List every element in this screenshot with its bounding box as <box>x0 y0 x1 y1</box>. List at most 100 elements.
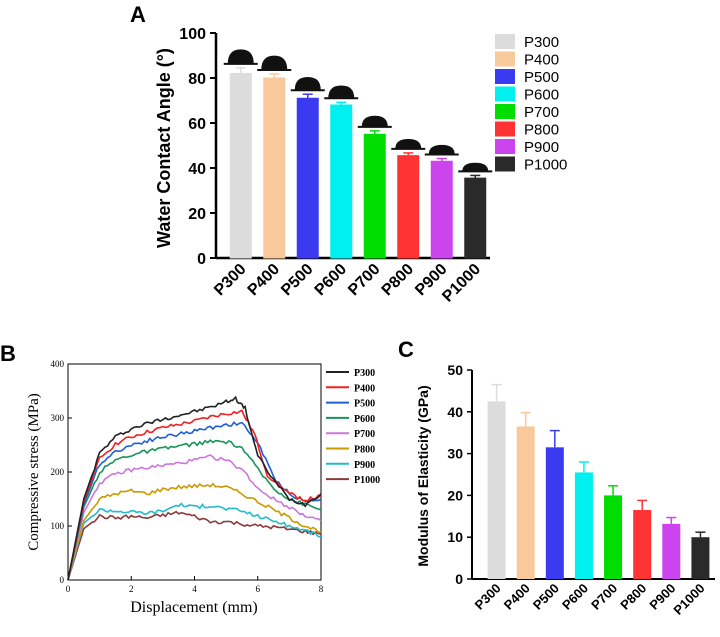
bar <box>633 510 652 579</box>
legend-label: P300 <box>354 368 375 379</box>
series-line <box>67 439 322 581</box>
x-axis-label: Displacement (mm) <box>130 599 258 616</box>
x-tick-label: P800 <box>379 261 418 300</box>
bar <box>516 426 535 579</box>
y-tick-label: 300 <box>51 413 65 423</box>
bar <box>430 160 453 259</box>
bar <box>604 495 623 579</box>
series-line <box>67 409 322 581</box>
plot-frame <box>67 363 322 581</box>
y-tick-label: 60 <box>188 116 206 133</box>
x-tick-label: P400 <box>501 581 533 613</box>
x-tick-label: 2 <box>129 584 134 594</box>
y-tick-label: 0 <box>60 575 65 585</box>
bar <box>464 177 487 259</box>
series-line <box>67 510 322 581</box>
y-axis-label: Compressive stress (MPa) <box>26 393 42 551</box>
legend-swatch <box>495 156 515 172</box>
bar <box>574 472 593 579</box>
legend-label: P900 <box>354 460 375 471</box>
droplet-icon <box>462 162 489 172</box>
series-line <box>67 420 322 581</box>
legend-swatch <box>495 139 515 154</box>
legend-label: P1000 <box>354 475 380 486</box>
panel-letter-a: A <box>130 2 146 27</box>
droplet-icon <box>361 115 388 127</box>
y-axis-label: Modulus of Elasticity (GPa) <box>415 385 431 566</box>
y-tick-label: 20 <box>188 206 206 223</box>
panel-b-stress-displacement-chart: B Compressive stress (MPa) Displacement … <box>0 341 380 616</box>
bar <box>487 401 506 579</box>
panel-letter-c: C <box>398 337 414 362</box>
bar <box>296 97 319 259</box>
legend-label: P500 <box>354 399 375 410</box>
bar <box>662 523 681 579</box>
x-tick-label: P700 <box>345 261 384 300</box>
series-line <box>67 502 322 581</box>
bar <box>330 104 353 259</box>
legend-label: P700 <box>524 104 559 121</box>
y-tick-label: 400 <box>51 359 65 369</box>
bar <box>545 447 564 579</box>
x-tick-label: P300 <box>472 581 504 613</box>
y-tick-label: 30 <box>447 446 463 462</box>
bar <box>397 155 420 259</box>
x-tick-label: P1000 <box>670 581 707 618</box>
series-line <box>67 454 322 581</box>
series-line <box>67 482 322 581</box>
y-tick-label: 40 <box>188 161 206 178</box>
bar <box>229 73 252 259</box>
panel-c-modulus-chart: C Modulus of Elasticity (GPa) 0 10 20 30 40 5… <box>398 337 715 618</box>
droplet-icon <box>328 85 355 99</box>
y-tick-label: 10 <box>447 529 463 545</box>
x-tick-label: P500 <box>530 581 562 613</box>
y-tick-label: 100 <box>179 26 206 43</box>
legend-swatch <box>495 69 515 84</box>
legend-label: P300 <box>524 34 559 51</box>
legend-swatch <box>495 86 515 102</box>
x-tick-label: P1000 <box>439 261 484 306</box>
x-tick-label: P600 <box>559 581 591 613</box>
y-tick-label: 200 <box>51 467 65 477</box>
legend-label: P1000 <box>524 157 567 174</box>
x-tick-label: P300 <box>211 261 250 300</box>
legend-label: P600 <box>354 414 375 425</box>
legend-label: P900 <box>524 139 559 156</box>
panel-letter-b: B <box>0 341 16 366</box>
legend-swatch <box>495 104 515 119</box>
x-tick-label: P800 <box>617 581 649 613</box>
y-tick-label: 80 <box>188 71 206 88</box>
bar <box>263 77 286 259</box>
x-tick-label: P500 <box>278 261 317 300</box>
droplet-icon <box>395 138 422 149</box>
series-line <box>67 395 322 581</box>
y-tick-label: 50 <box>447 362 463 378</box>
x-tick-label: 0 <box>66 584 71 594</box>
legend-swatch <box>495 34 515 49</box>
bar <box>691 537 710 579</box>
y-tick-label: 40 <box>447 404 463 420</box>
droplet-icon <box>294 77 321 91</box>
legend-label: P700 <box>354 429 375 440</box>
legend-swatch <box>495 51 515 67</box>
droplet-icon <box>261 55 288 70</box>
y-tick-label: 100 <box>51 521 65 531</box>
y-tick-label: 20 <box>447 487 463 503</box>
y-axis-label: Water Contact Angle (°) <box>154 48 174 248</box>
droplet-icon <box>428 144 455 155</box>
x-tick-label: 8 <box>319 584 324 594</box>
legend-label: P400 <box>524 52 559 69</box>
droplet-icon <box>227 49 254 64</box>
x-tick-label: P400 <box>245 261 284 300</box>
legend-label: P800 <box>524 122 559 139</box>
legend-label: P400 <box>354 383 375 394</box>
legend-swatch <box>495 121 515 137</box>
x-tick-label: 6 <box>256 584 261 594</box>
legend-label: P800 <box>354 445 375 456</box>
x-tick-label: P700 <box>588 581 620 613</box>
panel-a-contact-angle-chart: A Water Contact Angle (°) 0 20 40 60 80 100 P3… <box>130 2 567 306</box>
y-tick-label: 0 <box>455 571 463 587</box>
legend-label: P500 <box>524 69 559 86</box>
x-tick-label: 4 <box>192 584 197 594</box>
